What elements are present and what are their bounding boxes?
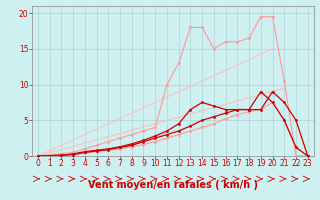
X-axis label: Vent moyen/en rafales ( km/h ): Vent moyen/en rafales ( km/h ) (88, 180, 258, 190)
